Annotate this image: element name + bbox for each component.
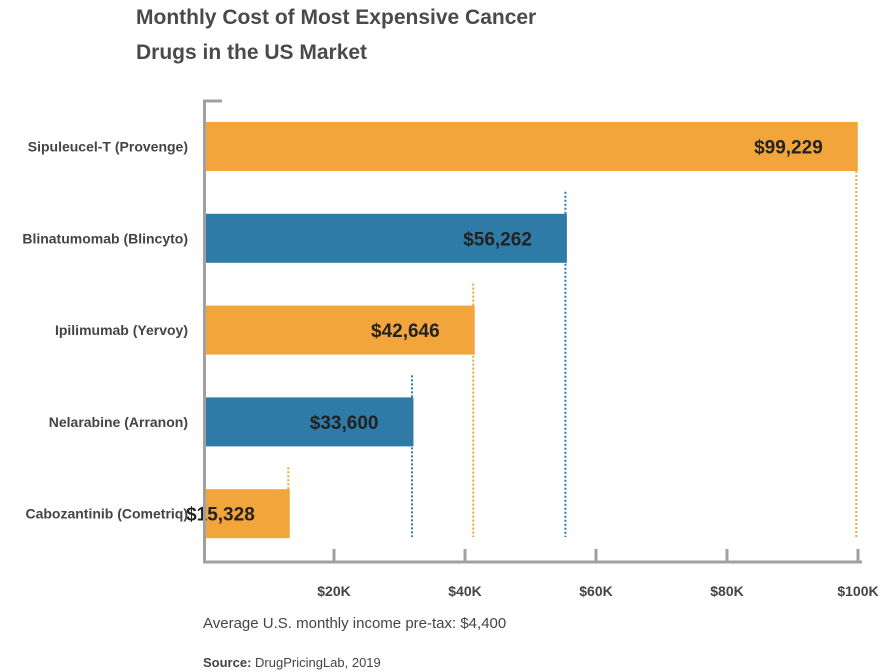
source-text: DrugPricingLab, 2019 [251, 655, 381, 670]
chart-title: Monthly Cost of Most Expensive Cancer Dr… [136, 0, 536, 70]
income-note: Average U.S. monthly income pre-tax: $4,… [203, 615, 507, 632]
category-label: Cabozantinib (Cometriq) [25, 506, 188, 522]
bar [204, 213, 567, 263]
category-label: Sipuleucel-T (Provenge) [28, 139, 188, 155]
data-label: $99,229 [754, 138, 823, 159]
source-note: Source: DrugPricingLab, 2019 [203, 655, 381, 670]
source-label: Source: [203, 655, 252, 670]
title-line-2: Drugs in the US Market [136, 41, 368, 64]
x-tick-label: $60K [579, 583, 612, 599]
x-tick-label: $40K [448, 583, 481, 599]
title-line-1: Monthly Cost of Most Expensive Cancer [136, 6, 537, 29]
x-tick-label: $80K [710, 583, 743, 599]
bar [204, 489, 290, 539]
bar [204, 305, 475, 355]
x-tick-label: $20K [317, 583, 350, 599]
x-tick-label: $100K [837, 583, 878, 599]
category-label: Nelarabine (Arranon) [49, 414, 188, 430]
category-label: Blinatumomab (Blincyto) [22, 230, 188, 246]
data-label: $56,262 [463, 229, 532, 250]
bar [204, 122, 858, 171]
bar [204, 397, 414, 447]
axis-lines [203, 99, 862, 564]
category-label: Ipilimumab (Yervoy) [55, 322, 188, 338]
data-label: $42,646 [371, 321, 440, 342]
data-label: $15,328 [186, 505, 255, 526]
data-label: $33,600 [310, 413, 379, 434]
